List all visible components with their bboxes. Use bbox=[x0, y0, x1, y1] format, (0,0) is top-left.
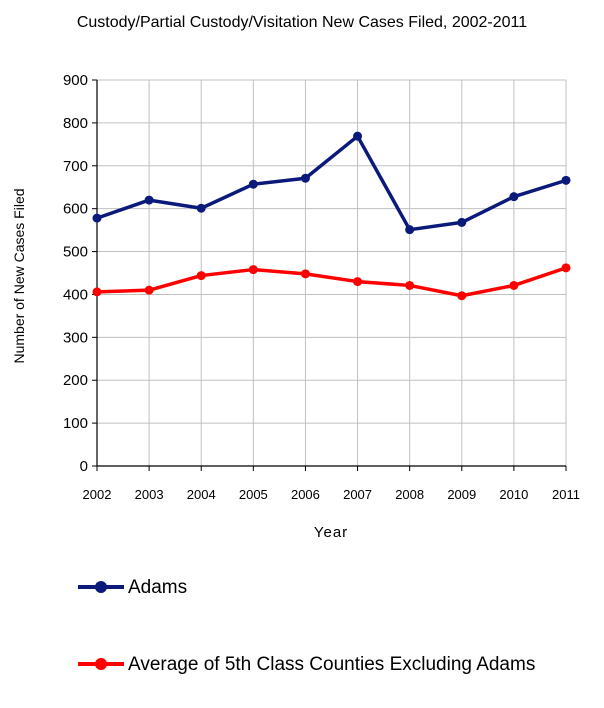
x-tick-label: 2011 bbox=[552, 487, 580, 502]
legend-label-average: Average of 5th Class Counties Excluding … bbox=[128, 654, 536, 675]
data-point-1-6 bbox=[405, 280, 415, 290]
data-point-1-8 bbox=[509, 280, 519, 290]
series-line-1 bbox=[96, 266, 567, 298]
y-tick-label: 800 bbox=[63, 115, 88, 132]
data-point-0-3 bbox=[248, 179, 258, 189]
x-tick-label: 2005 bbox=[239, 487, 268, 502]
x-tick-label: 2007 bbox=[343, 487, 372, 502]
data-point-1-7 bbox=[457, 291, 467, 301]
x-tick-label: 2010 bbox=[499, 487, 528, 502]
data-point-1-5 bbox=[353, 277, 363, 287]
y-tick-label: 200 bbox=[63, 372, 88, 389]
x-tick-label: 2003 bbox=[135, 487, 164, 502]
data-point-1-9 bbox=[561, 263, 571, 273]
data-point-1-1 bbox=[144, 285, 154, 295]
x-tick-labels: 2002 2003 2004 2005 2006 2007 2008 2009 2010 2011 bbox=[83, 487, 580, 502]
gridlines bbox=[97, 79, 567, 466]
y-tick-labels: 0 100 200 300 400 500 600 700 800 900 bbox=[63, 72, 88, 475]
x-tick-label: 2006 bbox=[291, 487, 320, 502]
data-point-1-0 bbox=[92, 287, 102, 297]
data-point-1-3 bbox=[248, 265, 258, 275]
data-point-1-4 bbox=[300, 269, 310, 279]
chart-title: Custody/Partial Custody/Visitation New C… bbox=[76, 14, 528, 31]
y-tick-label: 400 bbox=[63, 286, 88, 303]
y-tick-label: 0 bbox=[80, 458, 88, 475]
series-group bbox=[92, 131, 571, 301]
data-point-1-2 bbox=[196, 271, 206, 281]
data-point-0-4 bbox=[300, 173, 310, 183]
x-tick-label: 2008 bbox=[395, 487, 424, 502]
y-tick-label: 500 bbox=[63, 244, 88, 261]
x-tick-label: 2009 bbox=[447, 487, 476, 502]
x-tick-label: 2002 bbox=[83, 487, 112, 502]
data-point-0-1 bbox=[144, 195, 154, 205]
series-line-0 bbox=[96, 134, 567, 232]
y-tick-label: 600 bbox=[63, 201, 88, 218]
data-point-0-5 bbox=[353, 131, 363, 141]
data-point-0-0 bbox=[92, 213, 102, 223]
y-tick-label: 300 bbox=[63, 329, 88, 346]
data-point-0-2 bbox=[196, 203, 206, 213]
y-axis-label: Number of New Cases Filed bbox=[11, 188, 27, 363]
x-axis-label: Year bbox=[314, 524, 348, 541]
legend-label-adams: Adams bbox=[128, 577, 188, 598]
data-point-0-7 bbox=[457, 217, 467, 227]
y-tick-label: 700 bbox=[63, 158, 88, 175]
x-tick-label: 2004 bbox=[187, 487, 216, 502]
data-point-0-6 bbox=[405, 225, 415, 235]
y-tick-label: 100 bbox=[63, 415, 88, 432]
axes bbox=[92, 79, 567, 471]
y-tick-label: 900 bbox=[63, 72, 88, 89]
data-point-0-8 bbox=[509, 192, 519, 202]
data-point-0-9 bbox=[561, 175, 571, 185]
